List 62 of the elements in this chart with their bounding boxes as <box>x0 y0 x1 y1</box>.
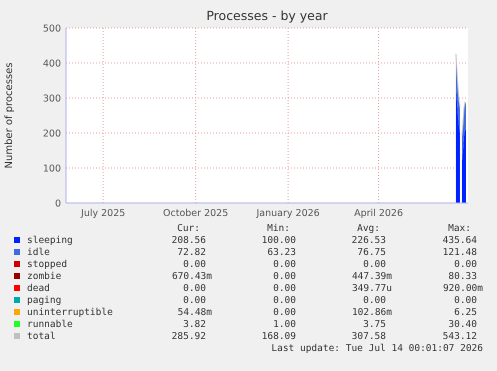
text: 54.48m <box>178 307 212 318</box>
text: 920.00m <box>442 283 484 294</box>
x-tick-label: January 2026 <box>255 208 320 219</box>
text: 72.82 <box>177 247 206 258</box>
text: Last update: Tue Jul 14 00:01:07 2026 <box>271 343 484 354</box>
text: 0.00 <box>273 283 296 294</box>
y-tick-label: 200 <box>42 128 61 140</box>
text: Avg: <box>357 223 380 234</box>
x-tick-label: October 2025 <box>163 208 228 219</box>
legend-label: runnable <box>27 319 74 330</box>
text: Min: <box>267 223 290 234</box>
x-tick-label: July 2025 <box>80 208 126 219</box>
text: 208.56 <box>172 235 206 246</box>
text: 76.75 <box>357 247 386 258</box>
text: 3.82 <box>183 319 206 330</box>
text: 285.92 <box>172 331 206 342</box>
text: 6.25 <box>454 307 477 318</box>
legend-label: dead <box>27 283 50 294</box>
x-tick-label: April 2026 <box>354 208 404 219</box>
legend-label: zombie <box>27 271 62 282</box>
y-tick-label: 400 <box>42 58 61 70</box>
legend-label: sleeping <box>27 235 73 246</box>
text: 349.77u <box>352 283 392 294</box>
text: Max: <box>448 223 471 234</box>
text: 1.00 <box>273 319 296 330</box>
y-axis-title: Number of processes <box>4 62 15 168</box>
legend-label: uninterruptible <box>27 307 114 318</box>
text: 80.33 <box>448 271 477 282</box>
legend-label: paging <box>27 295 62 306</box>
y-tick-label: 300 <box>42 94 61 104</box>
text: 0.00 <box>183 259 206 270</box>
text: 0.00 <box>273 295 296 306</box>
legend-label: total <box>27 331 56 342</box>
text: 100.00 <box>262 235 296 246</box>
text: 447.39m <box>352 271 392 282</box>
text: 0.00 <box>363 259 386 270</box>
text: 168.09 <box>262 331 296 342</box>
text: 0.00 <box>363 295 386 306</box>
text: 543.12 <box>442 331 477 342</box>
text: 0.00 <box>273 271 296 282</box>
y-tick-label: 100 <box>42 164 61 174</box>
text: 307.58 <box>352 331 386 342</box>
text: 0.00 <box>183 295 206 306</box>
y-tick-label: 0 <box>54 198 61 210</box>
text: 0.00 <box>454 295 478 306</box>
legend-label: stopped <box>27 259 68 270</box>
text: 0.00 <box>183 283 206 294</box>
chart-title: Processes - by year <box>206 8 328 23</box>
text: 670.43m <box>172 271 212 282</box>
text: 121.48 <box>442 247 478 258</box>
text: 102.86m <box>352 307 392 318</box>
legend-label: idle <box>27 247 50 258</box>
text: 0.00 <box>273 307 296 318</box>
text: 0.00 <box>454 259 478 270</box>
y-tick-label: 500 <box>42 24 61 34</box>
text: Cur: <box>177 223 200 234</box>
text: 435.64 <box>442 235 478 246</box>
text: 3.75 <box>363 319 386 330</box>
text: 226.53 <box>352 235 386 246</box>
text: 30.40 <box>448 319 478 330</box>
text: 0.00 <box>273 259 296 270</box>
text: 63.23 <box>267 247 296 258</box>
